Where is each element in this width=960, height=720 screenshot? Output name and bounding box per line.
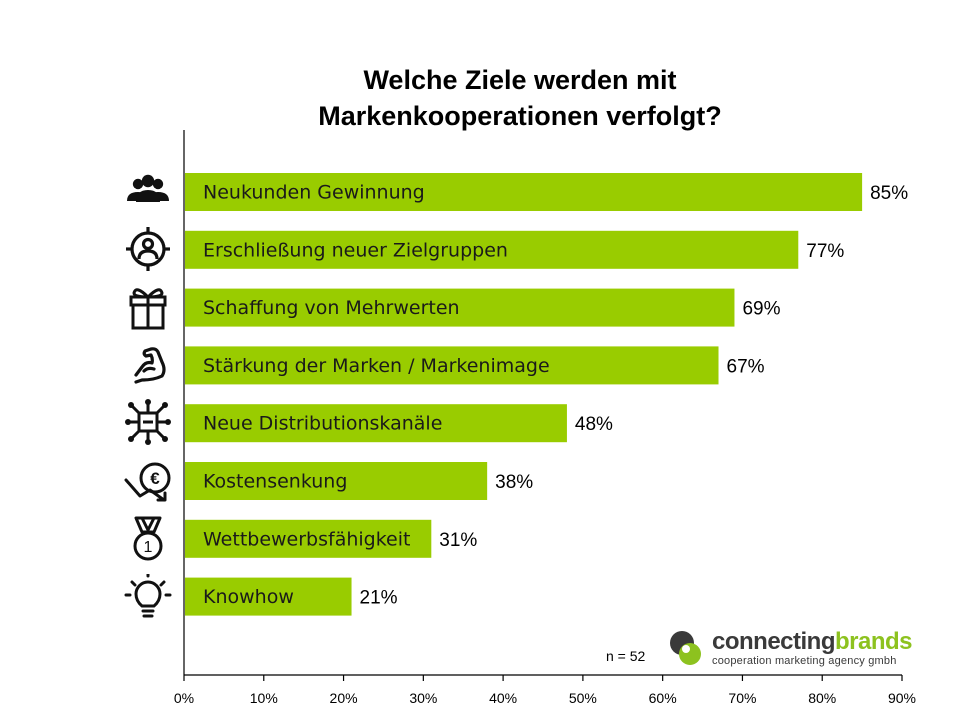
x-tick-label: 80% [808,690,836,706]
x-tick-label: 50% [569,690,597,706]
icon-column: € 1 [118,0,178,720]
bar [185,346,719,385]
bar [185,173,863,211]
bar-value-label: 69% [742,299,780,320]
x-tick-label: 0% [174,690,194,706]
x-tick-label: 60% [649,690,677,706]
euro-down-icon: € [122,456,174,504]
x-tick-label: 90% [888,690,916,706]
bar-category-label: Knowhow [203,586,294,608]
bar [185,288,735,327]
medal-icon: 1 [122,514,174,562]
bar-value-label: 67% [727,356,765,377]
bar-value-label: 38% [495,472,533,493]
bar [185,404,567,443]
logo-mark-icon [670,631,701,665]
logo-tagline: cooperation marketing agency gmbh [712,655,897,667]
x-tick-label: 20% [330,690,358,706]
chart-title: Welche Ziele werden mit Markenkooperatio… [240,62,800,134]
chart-title-line-2: Markenkooperationen verfolgt? [318,101,722,131]
gift-icon [122,283,174,331]
x-tick-label: 10% [250,690,278,706]
bar [185,462,488,500]
x-tick-label: 40% [489,690,517,706]
bar-category-label: Schaffung von Mehrwerten [203,297,460,319]
bar-value-label: 21% [360,588,398,609]
bar [185,519,432,558]
flexed-arm-icon [122,340,174,388]
x-tick-label: 70% [728,690,756,706]
x-tick-label: 30% [409,690,437,706]
lightbulb-icon [122,572,174,622]
bar [185,230,799,269]
bar-category-label: Neue Distributionskanäle [203,413,442,435]
bar-category-label: Kostensenkung [203,471,347,493]
logo-wordmark: connectingbrands [712,628,913,656]
bar-category-label: Wettbewerbsfähigkeit [203,528,410,550]
svg-text:€: € [150,469,160,488]
bar-value-label: 77% [806,241,844,262]
bar-value-label: 48% [575,414,613,435]
bar-value-label: 31% [439,530,477,551]
connecting-brands-logo: connectingbrands cooperation marketing a… [668,628,913,668]
chart-title-line-1: Welche Ziele werden mit [363,65,677,95]
group-icon [122,168,174,216]
bar [185,577,352,616]
target-person-icon [122,225,174,273]
bar-category-label: Erschließung neuer Zielgruppen [203,239,508,261]
svg-text:1: 1 [144,539,153,556]
bar-value-label: 85% [870,183,908,204]
bar-category-label: Stärkung der Marken / Markenimage [203,355,550,377]
bar-category-label: Neukunden Gewinnung [203,182,425,204]
logo-word-connecting: connecting [712,628,836,655]
distribution-network-icon [122,398,174,446]
logo-word-brands: brands [835,628,913,655]
sample-size-note: n = 52 [606,648,646,664]
